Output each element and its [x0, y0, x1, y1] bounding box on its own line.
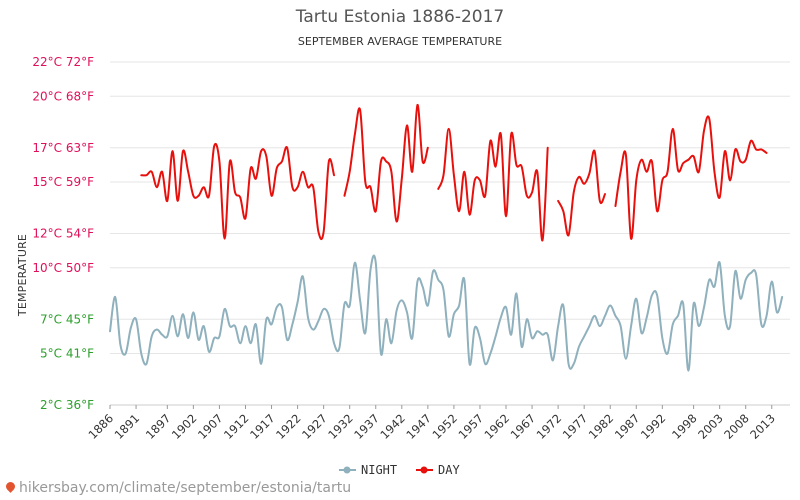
x-tick-label: 1932: [325, 411, 356, 442]
x-tick-label: 1942: [377, 411, 408, 442]
x-tick-label: 1937: [351, 411, 382, 442]
legend-day-marker: [420, 466, 428, 474]
series-day: [140, 103, 768, 242]
x-tick-label: 1992: [638, 411, 669, 442]
x-tick-label: 1897: [143, 411, 174, 442]
series-night: [109, 254, 784, 372]
x-tick-label: 1927: [299, 411, 330, 442]
series-line-day: [343, 103, 429, 223]
x-tick-label: 1907: [195, 411, 226, 442]
y-axis-ticks: 2°C 36°F 5°C 41°F 7°C 45°F 10°C 50°F 12°C 54…: [32, 55, 94, 412]
x-tick-label: 2013: [747, 411, 778, 442]
legend-night-marker: [343, 466, 351, 474]
x-tick-label: 2003: [695, 411, 726, 442]
y-tick-label: 15°C 59°F: [32, 175, 94, 189]
x-tick-label: 1962: [482, 411, 513, 442]
x-tick-label: 2008: [721, 411, 752, 442]
y-tick-label: 22°C 72°F: [32, 55, 94, 69]
x-tick-label: 1912: [221, 411, 252, 442]
y-axis-label: TEMPERATURE: [16, 234, 29, 317]
series-line-day: [614, 115, 768, 240]
watermark[interactable]: hikersbay.com/climate/september/estonia/…: [4, 480, 352, 496]
x-tick-label: 1972: [534, 411, 565, 442]
x-tick-label: 1886: [86, 411, 117, 442]
y-tick-label: 2°C 36°F: [40, 398, 94, 412]
legend-night-label[interactable]: NIGHT: [361, 463, 397, 477]
y-tick-label: 5°C 41°F: [40, 347, 94, 361]
x-tick-label: 1982: [586, 411, 617, 442]
chart-title: Tartu Estonia 1886-2017: [295, 7, 505, 27]
y-tick-label: 7°C 45°F: [40, 312, 94, 326]
series-line-day: [557, 149, 607, 237]
x-tick-label: 1922: [273, 411, 304, 442]
series-line-night: [109, 254, 784, 372]
x-tick-label: 1967: [508, 411, 539, 442]
series-line-day: [140, 142, 336, 240]
legend-day-label[interactable]: DAY: [438, 463, 460, 477]
chart-subtitle: SEPTEMBER AVERAGE TEMPERATURE: [297, 35, 503, 48]
location-pin-icon: [4, 480, 17, 493]
y-tick-label: 12°C 54°F: [32, 227, 94, 241]
x-tick-label: 1947: [403, 411, 434, 442]
x-tick-label: 1902: [169, 411, 200, 442]
x-tick-label: 1952: [429, 411, 460, 442]
x-tick-label: 1891: [112, 411, 143, 442]
x-tick-label: 1957: [455, 411, 486, 442]
y-tick-label: 20°C 68°F: [32, 89, 94, 103]
series-line-day: [437, 127, 549, 242]
grid-lines: [110, 61, 790, 406]
watermark-text[interactable]: hikersbay.com/climate/september/estonia/…: [19, 480, 352, 496]
legend[interactable]: NIGHT DAY: [339, 463, 460, 477]
x-tick-label: 1998: [669, 411, 700, 442]
x-tick-label: 1987: [612, 411, 643, 442]
series-layer: [109, 103, 784, 372]
x-tick-label: 1917: [247, 411, 278, 442]
y-tick-label: 17°C 63°F: [32, 141, 94, 155]
x-tick-label: 1977: [560, 411, 591, 442]
y-tick-label: 10°C 50°F: [32, 261, 94, 275]
